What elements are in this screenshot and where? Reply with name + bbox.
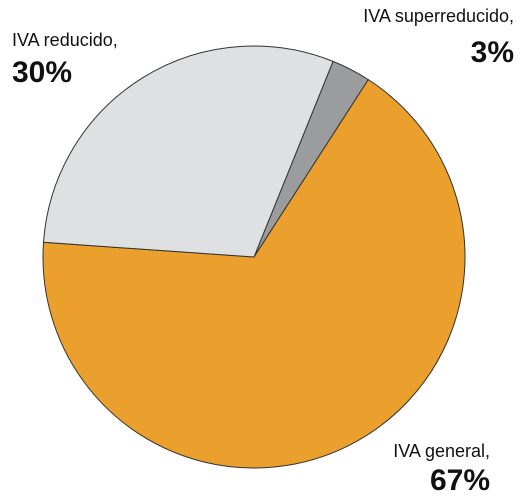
slice-label: IVA general, (393, 441, 490, 461)
pie-slice (42, 78, 466, 469)
pie-slice (42, 45, 334, 258)
slice-value-label: 30% (12, 56, 72, 89)
slice-label: IVA superreducido, (363, 6, 514, 26)
slice-label: IVA reducido, (12, 30, 118, 50)
slice-value-label: 67% (430, 464, 490, 497)
slice-value-label: 3% (471, 36, 514, 69)
